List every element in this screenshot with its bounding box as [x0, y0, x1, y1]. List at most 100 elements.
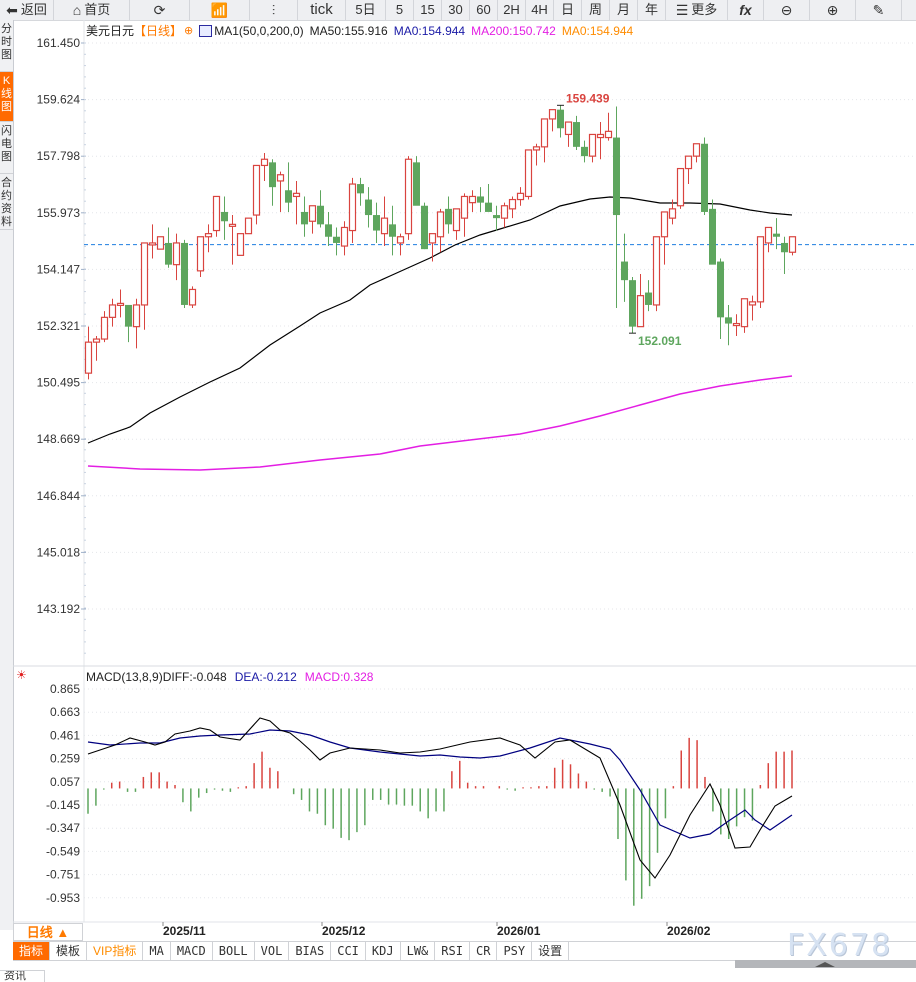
indicator-tab-psy[interactable]: PSY	[497, 942, 533, 960]
macd-dea: DEA:-0.212	[234, 670, 297, 684]
svg-text:0.057: 0.057	[50, 775, 80, 789]
horizontal-scrollbar[interactable]	[735, 960, 916, 968]
chart-canvas[interactable]: 161.450 159.624 157.798 155.973 154.147 152.3…	[0, 0, 916, 960]
toolbar-label: 年	[644, 2, 658, 17]
indicator-tab-cci[interactable]: CCI	[331, 942, 366, 960]
period-月-button[interactable]: 月	[610, 0, 638, 20]
macd-value: MACD:0.328	[304, 670, 374, 684]
top-toolbar: ⬅ 返回 ⌂ 首页 ⟳ 📶 ⫶ tick 5日 5 15 30 60 2H 4H 日周月年 ☰ 更多 fx ⊖ ⊕ ✎	[0, 0, 916, 21]
period-5日-button[interactable]: 5日	[346, 0, 386, 20]
side-tab-3[interactable]: 合约资料	[0, 174, 13, 230]
period-selector-button[interactable]: 日线 ▲	[13, 923, 83, 941]
svg-text:0.865: 0.865	[50, 682, 80, 696]
ma50-value: MA50:155.916	[309, 23, 388, 38]
indicator-tab-vip[interactable]: VIP指标	[87, 942, 144, 960]
indicator-tab-bias[interactable]: BIAS	[289, 942, 332, 960]
pen-button[interactable]: ✎	[856, 0, 902, 20]
period-4H-button[interactable]: 4H	[526, 0, 554, 20]
toolbar-label: 5日	[355, 2, 376, 17]
svg-text:-0.549: -0.549	[46, 844, 80, 858]
menu-button[interactable]: ☰ 更多	[666, 0, 728, 20]
side-tab-2[interactable]: 闪电图	[0, 122, 13, 174]
indicator-tab-rsi[interactable]: RSI	[435, 942, 470, 960]
ma0-value: MA0:154.944	[393, 23, 466, 38]
period-tick-button[interactable]: tick	[298, 0, 346, 20]
indicator-tab-ma[interactable]: MA	[143, 942, 171, 960]
svg-text:-0.751: -0.751	[46, 868, 80, 882]
toolbar-label: 5	[395, 2, 404, 17]
period-日-button[interactable]: 日	[554, 0, 582, 20]
indicator-tab-kdj[interactable]: KDJ	[366, 942, 401, 960]
svg-text:154.147: 154.147	[37, 262, 81, 276]
svg-text:157.798: 157.798	[37, 149, 81, 163]
period-年-button[interactable]: 年	[638, 0, 666, 20]
toolbar-label: 15	[420, 2, 435, 17]
period-30-button[interactable]: 30	[442, 0, 470, 20]
period-60-button[interactable]: 60	[470, 0, 498, 20]
menu-icon: ☰	[675, 2, 689, 18]
zoom-out-button[interactable]: ⊖	[764, 0, 810, 20]
toolbar-label: tick	[310, 1, 333, 18]
zoom-in-button[interactable]: ⊕	[810, 0, 856, 20]
refresh-button[interactable]: ⟳	[130, 0, 190, 20]
indicator-tab-[interactable]: 设置	[532, 942, 570, 960]
refresh-icon: ⟳	[153, 2, 166, 18]
svg-text:0.259: 0.259	[50, 752, 80, 766]
home-button[interactable]: ⌂ 首页	[54, 0, 130, 20]
svg-text:2026/02: 2026/02	[667, 924, 711, 938]
indicator-tab-cr[interactable]: CR	[470, 942, 498, 960]
indicator-tab-lw[interactable]: LW&	[401, 942, 436, 960]
period-2H-button[interactable]: 2H	[498, 0, 526, 20]
period-5-button[interactable]: 5	[386, 0, 414, 20]
formula-button[interactable]: fx	[728, 0, 764, 20]
macd-settings-icon[interactable]: ☀	[16, 668, 27, 682]
candlestick-button[interactable]: ⫶	[250, 0, 298, 20]
home-icon: ⌂	[72, 2, 82, 18]
svg-text:145.018: 145.018	[37, 545, 81, 559]
indicator-tab-[interactable]: 模板	[50, 942, 88, 960]
side-tab-0[interactable]: 分时图	[0, 20, 13, 72]
ma-params: MA1(50,0,200,0)	[214, 23, 304, 38]
period-周-button[interactable]: 周	[582, 0, 610, 20]
info-tab[interactable]: 资讯	[0, 970, 45, 982]
svg-text:0.461: 0.461	[50, 728, 80, 742]
svg-text:159.624: 159.624	[37, 93, 81, 107]
indicator-tab-macd[interactable]: MACD	[171, 942, 213, 960]
formula-icon: fx	[739, 2, 752, 18]
svg-text:-0.145: -0.145	[46, 798, 80, 812]
symbol-name: 美元日元	[86, 24, 135, 38]
period-label: 【日线】	[134, 24, 183, 38]
toolbar-label: 2H	[503, 2, 520, 17]
svg-text:2026/01: 2026/01	[497, 924, 541, 938]
ma0-value-2: MA0:154.944	[561, 23, 634, 38]
toolbar-label: 4H	[531, 2, 548, 17]
indicator-tab-[interactable]: 指标	[13, 942, 51, 960]
zoom-out-icon: ⊖	[780, 2, 793, 18]
ma200-value: MA200:150.742	[471, 23, 556, 38]
toolbar-label: 60	[476, 2, 491, 17]
indicator-tabs: 指标 模板 VIP指标 MA MACD BOLL VOL BIAS CCI KDJ LW& RSI CR…	[13, 941, 916, 961]
svg-text:152.091: 152.091	[638, 334, 682, 348]
toolbar-label: 返回	[20, 2, 47, 17]
svg-text:-0.953: -0.953	[46, 891, 80, 905]
svg-text:159.439: 159.439	[566, 91, 610, 105]
indicator-tab-boll[interactable]: BOLL	[213, 942, 255, 960]
macd-diff: DIFF:-0.048	[162, 670, 227, 684]
macd-legend: MACD(13,8,9) DIFF:-0.048 DEA:-0.212 MACD…	[86, 670, 373, 684]
period-15-button[interactable]: 15	[414, 0, 442, 20]
svg-text:2025/11: 2025/11	[163, 924, 206, 938]
main-chart-legend: 美元日元 【日线】 ⊕ MA1(50,0,200,0) MA50:155.916…	[86, 22, 633, 39]
svg-text:155.973: 155.973	[37, 206, 81, 220]
macd-title: MACD(13,8,9)	[86, 670, 163, 684]
watermark-logo: FX678	[787, 928, 893, 963]
zoom-in-icon: ⊕	[826, 2, 839, 18]
back-arrow-button[interactable]: ⬅ 返回	[0, 0, 54, 20]
svg-text:-0.347: -0.347	[46, 821, 80, 835]
toolbar-label: 更多	[691, 2, 718, 17]
settings-icon[interactable]: ⊕	[184, 25, 194, 37]
indicator-tab-vol[interactable]: VOL	[255, 942, 290, 960]
pen-icon: ✎	[872, 2, 885, 18]
candlestick-icon: ⫶	[271, 2, 276, 18]
bar-chart-button[interactable]: 📶	[190, 0, 250, 20]
